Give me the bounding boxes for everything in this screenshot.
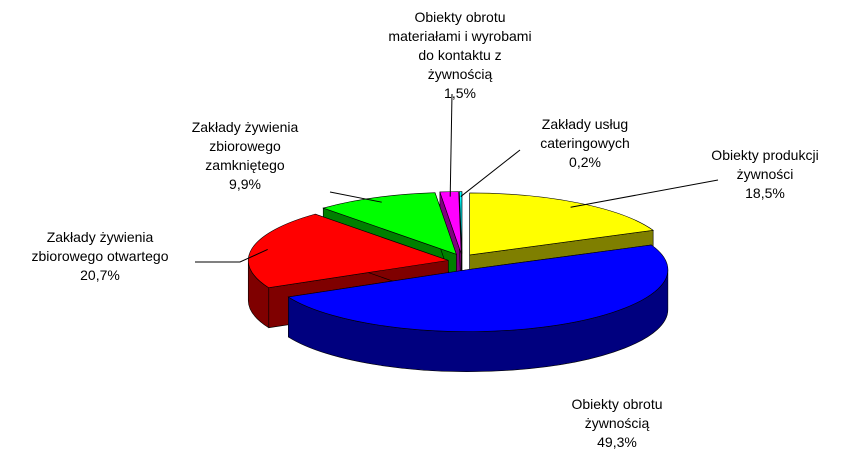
data-label: Zakłady żywienia zbiorowego zamkniętego 9… xyxy=(192,118,299,194)
value-label: 49,3% xyxy=(597,434,637,450)
value-label: 20,7% xyxy=(80,267,120,283)
slice-top xyxy=(439,191,462,254)
category-label: Obiekty obrotu żywnością xyxy=(571,396,663,431)
value-label: 0,2% xyxy=(569,154,601,170)
value-label: 1,5% xyxy=(444,85,476,101)
value-label: 18,5% xyxy=(745,185,785,201)
slice-top xyxy=(469,192,654,256)
slice-top xyxy=(287,244,669,332)
data-label: Obiekty obrotu żywnością 49,3% xyxy=(571,395,662,452)
slice xyxy=(287,244,669,372)
leader-line xyxy=(195,248,268,263)
data-label: Zakłady żywienia zbiorowego otwartego 20,… xyxy=(32,228,169,285)
category-label: Zakłady żywienia zbiorowego zamkniętego xyxy=(191,119,299,173)
category-label: Obiekty obrotu materiałami i wyrobami do… xyxy=(388,9,532,82)
slice-top xyxy=(247,213,449,289)
data-label: Obiekty obrotu materiałami i wyrobami do… xyxy=(388,8,531,103)
category-label: Zakłady żywienia zbiorowego otwartego xyxy=(31,229,169,264)
data-label: Zakłady usług cateringowych 0,2% xyxy=(540,115,630,172)
value-label: 9,9% xyxy=(229,176,261,192)
leader-line xyxy=(329,191,382,203)
category-label: Zakłady usług cateringowych xyxy=(540,116,630,151)
data-label: Obiekty produkcji żywności 18,5% xyxy=(711,146,818,203)
slice-top xyxy=(459,191,463,254)
leader-line xyxy=(449,93,453,197)
category-label: Obiekty produkcji żywności xyxy=(711,147,819,182)
leader-line xyxy=(570,179,719,208)
leader-line xyxy=(460,149,521,197)
slice-top xyxy=(322,192,457,255)
